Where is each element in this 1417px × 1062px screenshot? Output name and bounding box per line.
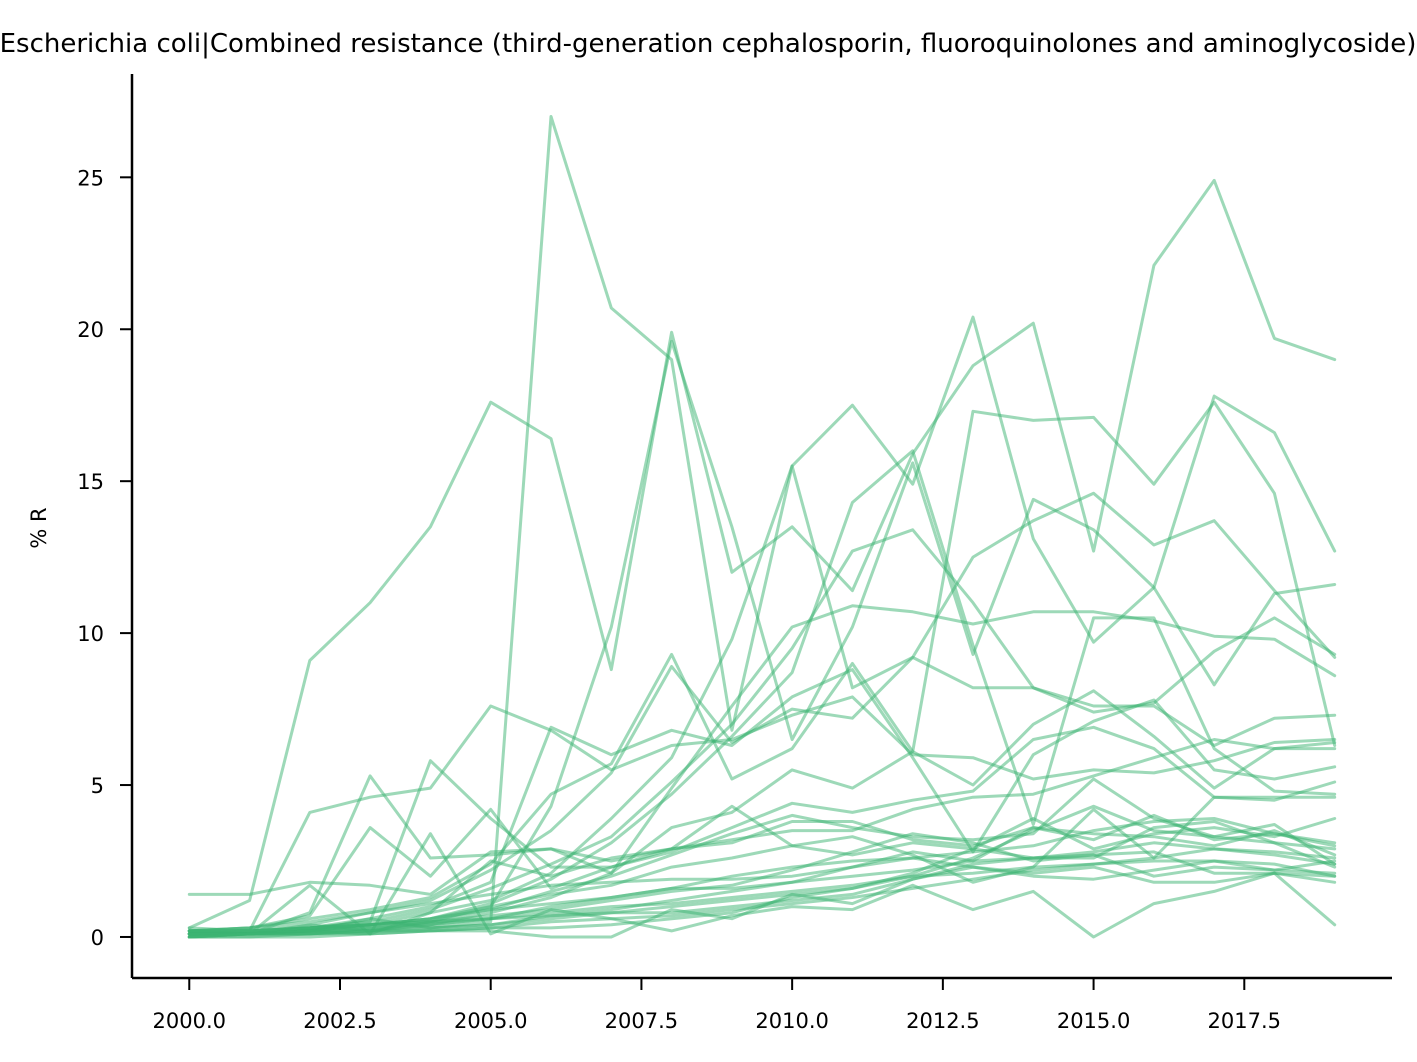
- series-line-12: [187, 695, 1337, 933]
- series-line-30: [187, 817, 1337, 939]
- series-line-7: [187, 528, 1337, 936]
- y-tick-label: 0: [91, 926, 104, 950]
- y-tick-label: 25: [77, 166, 104, 190]
- series-line-14: [187, 725, 1337, 936]
- y-tick-label: 15: [77, 470, 104, 494]
- series-line-10: [187, 652, 1337, 933]
- series-line-2: [187, 115, 1337, 936]
- series-line-28: [187, 832, 1337, 933]
- x-tick-label: 2017.5: [1208, 1009, 1281, 1033]
- series-line-22: [187, 832, 1337, 939]
- series-line-27: [187, 865, 1337, 939]
- x-tick-label: 2002.5: [303, 1009, 376, 1033]
- series-line-29: [187, 813, 1337, 936]
- series-line-13: [187, 738, 1337, 936]
- y-axis-ticks: 0 5 10 15 20 25: [77, 166, 132, 950]
- x-tick-label: 2007.5: [605, 1009, 678, 1033]
- x-tick-label: 2015.0: [1057, 1009, 1130, 1033]
- y-axis-label: % R: [27, 507, 51, 548]
- x-tick-label: 2005.0: [454, 1009, 527, 1033]
- series-line-23: [187, 780, 1337, 933]
- x-tick-label: 2010.0: [755, 1009, 828, 1033]
- axes: [130, 74, 1392, 980]
- x-tick-label: 2012.5: [906, 1009, 979, 1033]
- chart-title: Escherichia coli|Combined resistance (th…: [0, 29, 1416, 59]
- series-line-5: [187, 400, 1337, 896]
- x-tick-label: 2000.0: [153, 1009, 226, 1033]
- y-tick-label: 10: [77, 622, 104, 646]
- series-lines: [187, 115, 1337, 939]
- y-tick-label: 20: [77, 318, 104, 342]
- y-tick-label: 5: [91, 774, 104, 798]
- x-axis-ticks: 2000.0 2002.5 2005.0 2007.5 2010.0 2012.5 2015…: [153, 978, 1281, 1033]
